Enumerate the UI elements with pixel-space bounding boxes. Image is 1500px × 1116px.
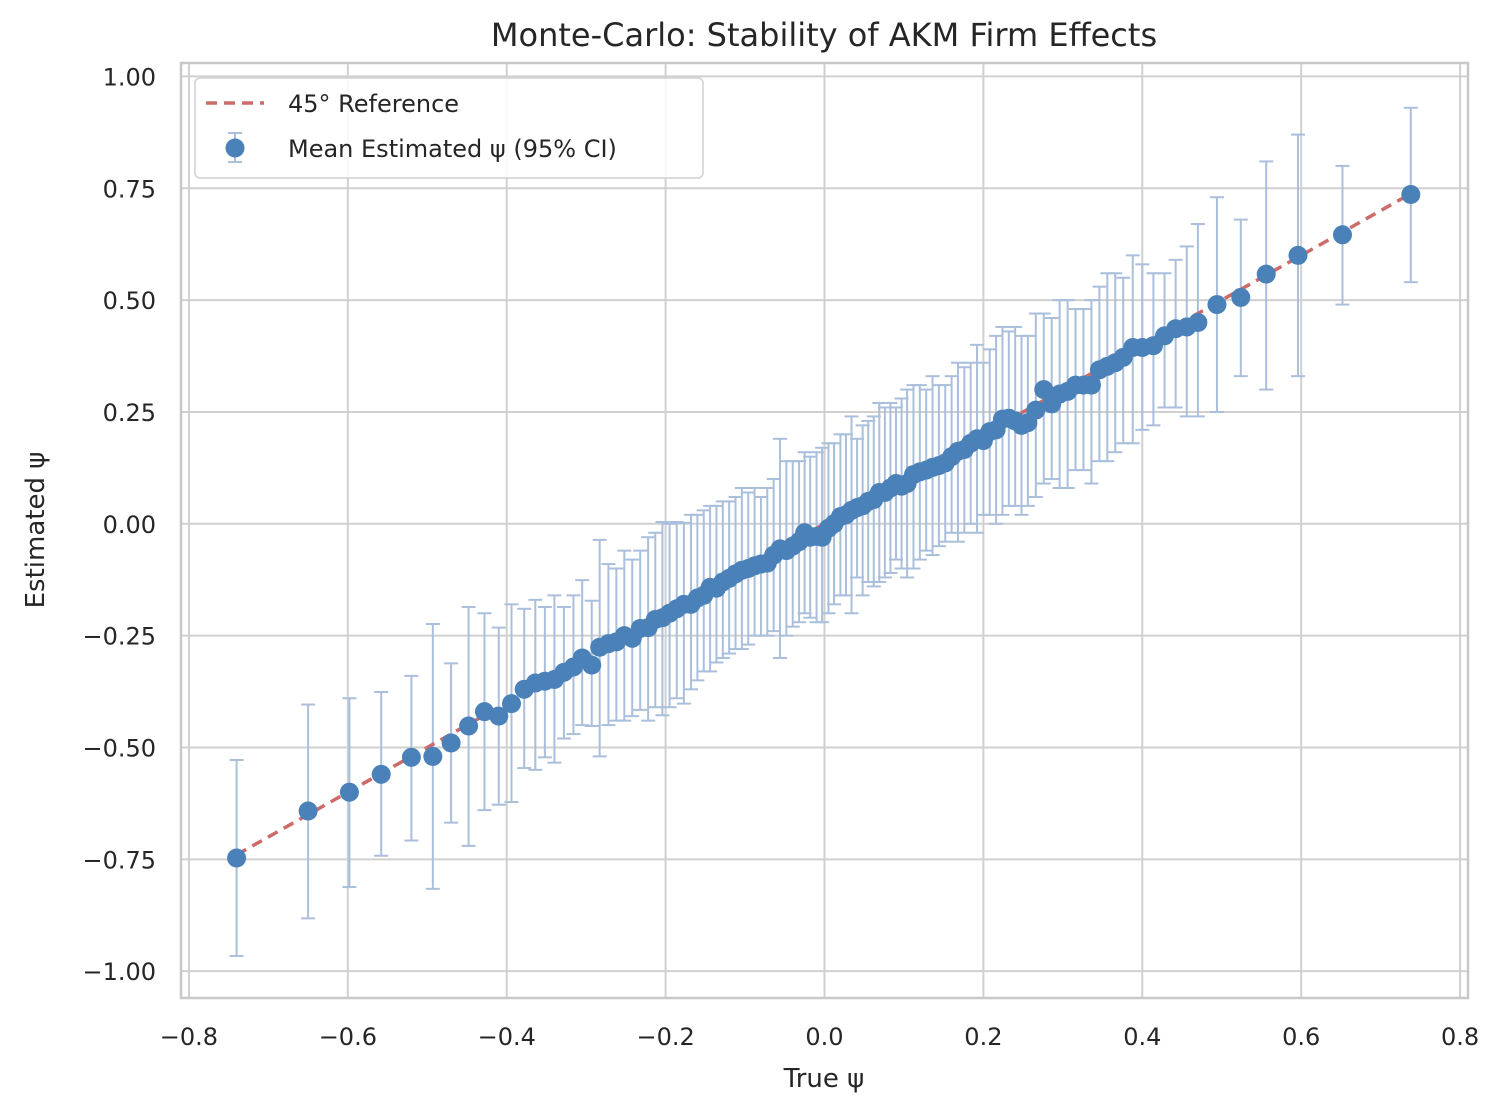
data-point: [339, 782, 359, 802]
chart-title: Monte-Carlo: Stability of AKM Firm Effec…: [491, 16, 1157, 54]
x-tick-label: 0.2: [964, 1023, 1002, 1051]
legend-box: [194, 77, 704, 179]
x-tick-label: −0.8: [160, 1023, 218, 1051]
y-tick-label: −1.00: [82, 958, 156, 986]
data-point: [1188, 312, 1208, 332]
x-tick-label: −0.6: [319, 1023, 377, 1051]
legend-series-label: Mean Estimated ψ (95% CI): [288, 135, 617, 163]
data-point: [371, 764, 391, 784]
data-point: [1034, 380, 1054, 400]
data-point: [423, 746, 443, 766]
data-point: [401, 747, 421, 767]
y-tick-labels: −1.00 −0.75 −0.50 −0.25 0.00 0.25 0.50 0.75 1.00: [82, 63, 156, 986]
x-tick-label: 0.6: [1282, 1023, 1320, 1051]
data-point: [1081, 375, 1101, 395]
data-point: [1401, 185, 1421, 205]
y-tick-label: 0.50: [103, 287, 156, 315]
y-axis-label: Estimated ψ: [21, 452, 51, 609]
data-point: [1026, 400, 1046, 420]
y-tick-label: 0.25: [103, 399, 156, 427]
y-tick-label: 1.00: [103, 63, 156, 91]
x-axis-label: True ψ: [783, 1064, 865, 1094]
data-point: [1231, 287, 1251, 307]
legend-reference-label: 45° Reference: [288, 90, 459, 118]
x-tick-label: 0.8: [1441, 1023, 1479, 1051]
x-tick-labels: −0.8 −0.6 −0.4 −0.2 0.0 0.2 0.4 0.6 0.8: [160, 1023, 1479, 1051]
y-tick-label: −0.25: [82, 623, 156, 651]
data-point: [298, 801, 318, 821]
data-point: [501, 694, 521, 714]
data-point: [582, 655, 602, 675]
y-tick-label: −0.75: [82, 846, 156, 874]
legend-point-swatch: [225, 138, 245, 158]
data-point: [489, 706, 509, 726]
data-point: [1207, 295, 1227, 315]
x-tick-label: −0.2: [636, 1023, 694, 1051]
x-tick-label: −0.4: [478, 1023, 536, 1051]
data-point: [474, 702, 494, 722]
x-tick-label: 0.4: [1123, 1023, 1161, 1051]
data-point: [1256, 264, 1276, 284]
y-tick-label: 0.00: [103, 511, 156, 539]
data-point: [1332, 225, 1352, 245]
data-point: [441, 733, 461, 753]
legend: 45° Reference Mean Estimated ψ (95% CI): [194, 77, 704, 179]
y-tick-label: −0.50: [82, 734, 156, 762]
plot-frame: [179, 61, 1470, 1000]
x-tick-label: 0.0: [805, 1023, 843, 1051]
data-point: [227, 848, 247, 868]
y-tick-label: 0.75: [103, 175, 156, 203]
data-points: [227, 185, 1421, 868]
data-point: [1288, 245, 1308, 265]
data-point: [459, 716, 479, 736]
